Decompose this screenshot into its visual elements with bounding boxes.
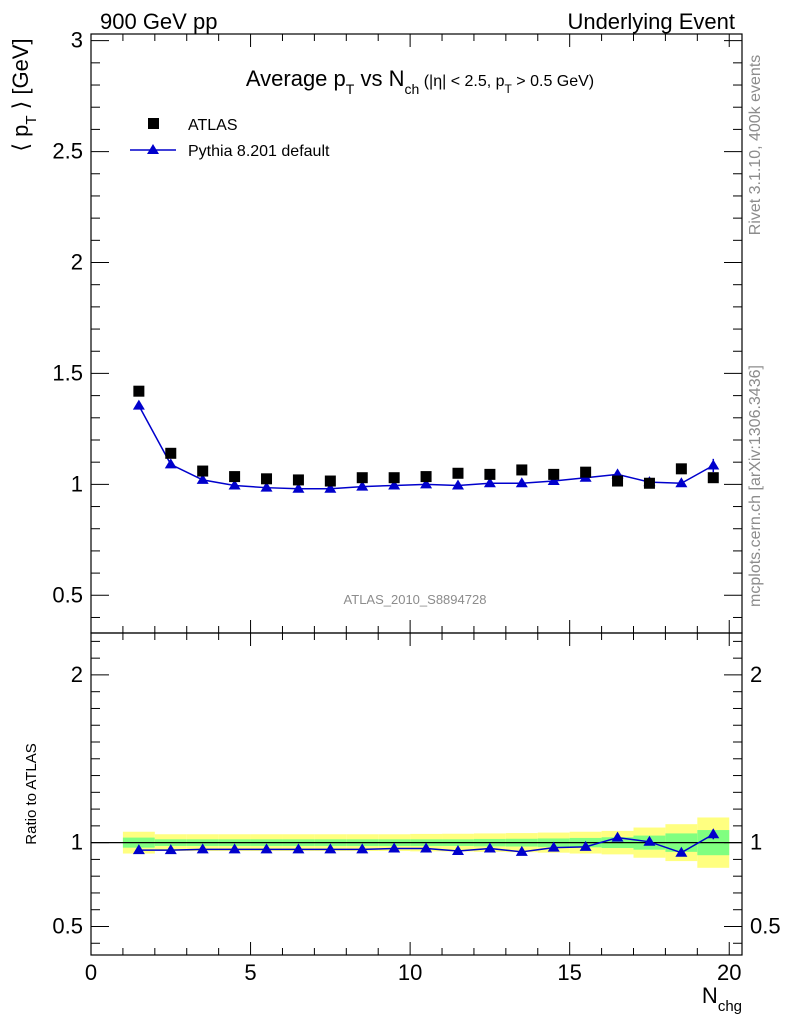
atlas-point: [261, 473, 273, 485]
pythia-ratio-point: [324, 843, 337, 854]
legend: ATLAS Pythia 8.201 default: [130, 117, 330, 160]
pythia-point: [292, 482, 305, 493]
pythia-ratio-point: [388, 842, 401, 853]
pythia-point: [388, 479, 401, 490]
pythia-point: [260, 481, 273, 492]
atlas-point: [484, 468, 496, 480]
y-tick-label: 0.5: [52, 582, 83, 607]
atlas-point: [452, 467, 464, 479]
x-tick-label: 10: [398, 960, 422, 985]
chart-title: Average pT vs Nch (|η| < 2.5, pT > 0.5 G…: [246, 66, 594, 97]
pythia-point: [228, 479, 241, 490]
pythia-ratio-point: [515, 845, 528, 856]
atlas-point: [133, 385, 145, 397]
pythia-ratio-point: [196, 843, 209, 854]
ratio-frame: [90, 632, 743, 956]
pythia-ratio-point: [675, 846, 688, 857]
atlas-point: [324, 475, 336, 487]
atlas-point: [197, 465, 209, 477]
pythia-ratio-point: [356, 843, 369, 854]
atlas-point: [420, 471, 432, 483]
rivet-version-label: Rivet 3.1.10, 400k events: [747, 55, 764, 236]
pythia-point: [707, 459, 720, 470]
atlas-point: [612, 475, 624, 487]
pythia-point: [164, 458, 177, 469]
pythia-point: [356, 480, 369, 491]
main-axis-ticks: 0.5 1 1.5 2 2.5 3: [52, 28, 742, 633]
y-tick-label: 0.5: [52, 913, 83, 938]
atlas-point: [229, 471, 241, 483]
pythia-ratio-point: [547, 841, 560, 852]
ratio-data-layer: [91, 817, 742, 868]
pythia-ratio-point: [483, 842, 496, 853]
pythia-ratio-point: [579, 840, 592, 851]
legend-atlas-marker: [148, 118, 159, 129]
mcplots-credit-label: mcplots.cern.ch [arXiv:1306.3436]: [747, 365, 764, 607]
pythia-ratio-point: [228, 843, 241, 854]
y-tick-label: 3: [71, 28, 83, 53]
ratio-ylabel: Ratio to ATLAS: [23, 743, 40, 844]
ratio-axis-ticks: 0.5 0.51 12 20 5 10 15 20: [52, 633, 781, 985]
x-tick-label: 20: [717, 960, 741, 985]
pythia-point: [196, 473, 209, 484]
pythia-ratio-point: [643, 835, 656, 846]
pythia-ratio-point: [420, 842, 433, 853]
y-tick-label: 2: [71, 250, 83, 275]
pythia-point: [420, 478, 433, 489]
main-data-layer: [132, 385, 720, 493]
atlas-point: [580, 466, 592, 478]
pythia-ratio-point: [451, 845, 464, 856]
pythia-ratio-point: [260, 843, 273, 854]
atlas-point: [548, 468, 560, 480]
atlas-point: [516, 464, 528, 476]
legend-pythia-label: Pythia 8.201 default: [188, 143, 330, 160]
pythia-point: [324, 482, 337, 493]
atlas-point: [707, 472, 719, 484]
atlas-point: [356, 472, 368, 484]
y-tick-label: 1: [71, 471, 83, 496]
y-tick-label-right: 0.5: [750, 913, 781, 938]
y-tick-label: 2: [71, 662, 83, 687]
pythia-ratio-point: [707, 828, 720, 839]
x-axis-label: Nchg: [702, 983, 742, 1015]
pythia-ratio-point: [611, 831, 624, 842]
pythia-point: [132, 399, 145, 410]
y-tick-label-right: 1: [750, 830, 762, 855]
legend-atlas-label: ATLAS: [188, 117, 238, 134]
header-collision-label: 900 GeV pp: [100, 9, 217, 34]
x-tick-label: 5: [244, 960, 256, 985]
atlas-point: [165, 447, 177, 459]
pythia-ratio-point: [164, 844, 177, 855]
x-tick-label: 0: [85, 960, 97, 985]
main-panel: 0.5 1 1.5 2 2.5 3 Average pT vs Nch (|η| < 2.…: [8, 28, 743, 634]
legend-pythia-marker: [147, 144, 159, 154]
pythia-point: [675, 477, 688, 488]
ratio-panel: 0.5 0.51 12 20 5 10 15 20 Ratio to ATLAS Nchg: [23, 632, 781, 1015]
pythia-ratio-point: [132, 844, 145, 855]
y-tick-label: 2.5: [52, 139, 83, 164]
main-ylabel: ⟨ pT ⟩ [GeV]: [8, 38, 40, 151]
pythia-ratio-point: [292, 843, 305, 854]
header-topic-label: Underlying Event: [567, 9, 735, 34]
analysis-watermark: ATLAS_2010_S8894728: [344, 592, 487, 607]
atlas-point: [675, 463, 687, 475]
pythia-point: [451, 479, 464, 490]
y-tick-label: 1: [71, 830, 83, 855]
pythia-point: [515, 477, 528, 488]
y-tick-label: 1.5: [52, 360, 83, 385]
atlas-point: [388, 472, 400, 484]
atlas-point: [292, 474, 304, 486]
y-tick-label-right: 2: [750, 662, 762, 687]
pythia-point: [483, 477, 496, 488]
pythia-point: [547, 475, 560, 486]
atlas-point: [643, 477, 655, 489]
x-tick-label: 15: [557, 960, 581, 985]
